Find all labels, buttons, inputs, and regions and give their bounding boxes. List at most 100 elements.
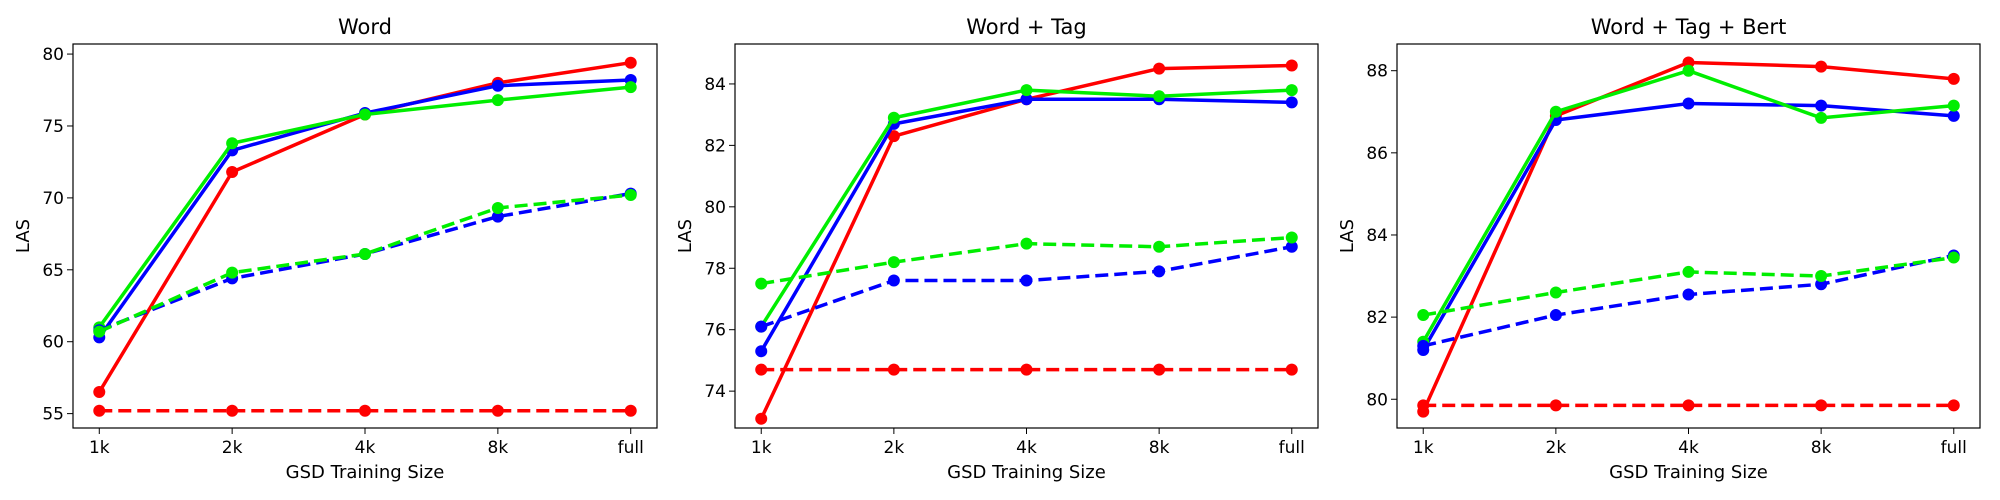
data-point xyxy=(1682,97,1695,110)
y-tick-label: 70 xyxy=(42,189,64,209)
data-point xyxy=(624,81,637,94)
data-point xyxy=(1682,265,1695,278)
y-tick-label: 74 xyxy=(704,382,726,402)
data-point xyxy=(755,363,768,376)
data-point xyxy=(1682,399,1695,412)
data-point xyxy=(491,94,504,107)
data-point xyxy=(1417,399,1430,412)
data-point xyxy=(1947,109,1960,122)
plot-frame xyxy=(72,43,658,429)
x-tick-label: 8k xyxy=(488,438,509,458)
data-point xyxy=(1020,237,1033,250)
data-point xyxy=(1285,363,1298,376)
x-tick-label: 1k xyxy=(1413,438,1434,458)
y-tick-label: 82 xyxy=(704,136,726,156)
data-point xyxy=(1153,265,1166,278)
data-point xyxy=(1682,288,1695,301)
series-dashed-4 xyxy=(755,240,1298,333)
data-point xyxy=(1285,231,1298,244)
data-point xyxy=(1285,59,1298,72)
data-point xyxy=(491,79,504,92)
y-tick-label: 88 xyxy=(1366,62,1388,82)
x-tick-label: 4k xyxy=(1016,438,1037,458)
x-tick-label: full xyxy=(618,438,644,458)
data-point xyxy=(624,56,637,69)
data-point xyxy=(1285,84,1298,97)
data-point xyxy=(1682,56,1695,69)
data-point xyxy=(1020,93,1033,106)
x-tick-label: full xyxy=(1941,438,1967,458)
x-tick-label: 2k xyxy=(1546,438,1567,458)
x-tick-label: 8k xyxy=(1149,438,1170,458)
y-tick-label: 80 xyxy=(1366,390,1388,410)
data-point xyxy=(226,166,239,178)
data-point xyxy=(887,363,900,376)
data-point xyxy=(93,404,106,417)
data-point xyxy=(359,247,371,260)
data-point xyxy=(1417,309,1430,322)
data-point xyxy=(1682,64,1695,77)
data-point xyxy=(1947,399,1960,412)
data-point xyxy=(1549,286,1562,299)
y-tick-label: 80 xyxy=(42,45,64,65)
data-point xyxy=(624,189,637,202)
series-dashed-4 xyxy=(93,187,637,337)
data-point xyxy=(1815,111,1828,124)
data-point xyxy=(624,404,637,417)
data-point xyxy=(1020,84,1033,97)
series-line xyxy=(98,193,631,334)
data-point xyxy=(1153,240,1166,253)
y-tick-label: 75 xyxy=(42,117,64,137)
x-tick-label: 1k xyxy=(89,438,110,458)
x-axis-label: GSD Training Size xyxy=(286,462,445,483)
x-tick-label: 8k xyxy=(1811,438,1832,458)
y-tick-label: 84 xyxy=(1366,226,1388,246)
series-dashed-3 xyxy=(755,363,1298,376)
data-point xyxy=(887,256,900,269)
plot-frame xyxy=(734,43,1319,429)
series-solid-2 xyxy=(755,84,1298,333)
data-point xyxy=(1815,270,1828,283)
data-point xyxy=(226,404,239,417)
series-line xyxy=(759,88,1292,328)
chart-panel-3: Word + Tag + Bert 80 82 84 86 88 1k 2k 4k 8k full G… xyxy=(1337,15,1981,483)
data-point xyxy=(1020,274,1033,287)
series-solid-2 xyxy=(93,81,637,334)
chart-title: Word + Tag + Bert xyxy=(1591,15,1787,39)
series-solid-1 xyxy=(755,93,1298,358)
data-point xyxy=(1285,240,1298,253)
y-tick-label: 65 xyxy=(42,261,64,281)
series-dashed-5 xyxy=(93,189,637,338)
data-point xyxy=(887,111,900,124)
data-point xyxy=(359,404,371,417)
data-point xyxy=(359,108,371,121)
data-point xyxy=(1815,278,1828,291)
y-tick-label: 84 xyxy=(704,75,726,95)
x-tick-label: 4k xyxy=(1678,438,1699,458)
data-point xyxy=(755,412,768,425)
data-point xyxy=(1947,72,1960,85)
y-tick-label: 76 xyxy=(704,321,726,341)
data-point xyxy=(1417,339,1430,352)
x-tick-label: full xyxy=(1279,438,1305,458)
data-point xyxy=(887,130,900,143)
series-line xyxy=(1421,60,1954,413)
data-point xyxy=(491,201,504,214)
data-point xyxy=(1549,309,1562,322)
data-point xyxy=(887,274,900,287)
y-tick-label: 78 xyxy=(704,259,726,279)
series-dashed-5 xyxy=(755,231,1298,290)
data-point xyxy=(1815,60,1828,73)
series-dashed-3 xyxy=(1417,399,1960,412)
x-tick-label: 1k xyxy=(751,438,772,458)
data-point xyxy=(1549,105,1562,118)
data-point xyxy=(1815,399,1828,412)
series-dashed-3 xyxy=(93,404,637,417)
data-point xyxy=(1153,363,1166,376)
y-tick-label: 86 xyxy=(1366,144,1388,164)
series-line xyxy=(760,245,1293,329)
data-point xyxy=(93,386,106,399)
data-point xyxy=(755,320,768,333)
x-axis-label: GSD Training Size xyxy=(947,462,1106,483)
chart-title: Word xyxy=(338,15,392,39)
